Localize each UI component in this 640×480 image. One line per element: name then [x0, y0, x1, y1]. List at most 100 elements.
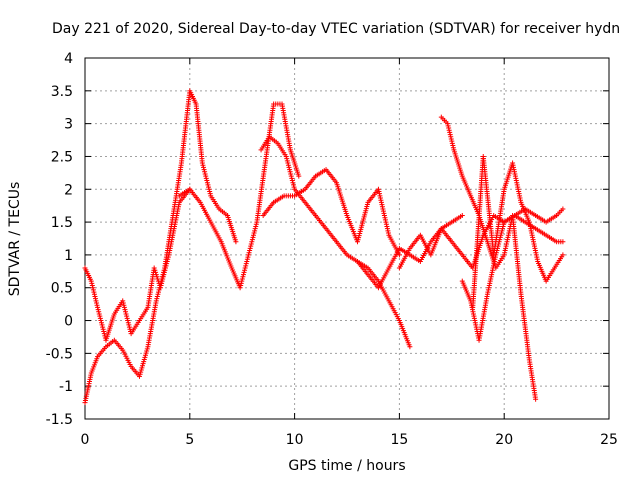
data-point-marker [162, 267, 168, 273]
data-point-marker [203, 175, 209, 181]
data-point-marker [450, 145, 456, 151]
data-point-marker [153, 269, 159, 275]
data-point-marker [244, 256, 250, 262]
data-point-marker [241, 269, 247, 275]
series-satellite-track-7 [438, 114, 539, 402]
data-point-marker [120, 300, 126, 306]
y-tick-label: 1 [64, 248, 73, 264]
data-point-marker [252, 228, 258, 234]
data-point-marker [498, 230, 504, 236]
data-point-marker [200, 164, 206, 170]
data-point-marker [289, 175, 295, 181]
data-point-marker [122, 307, 128, 313]
y-tick-label: 2 [64, 182, 73, 198]
data-point-marker [251, 230, 257, 236]
data-point-marker [290, 180, 296, 186]
data-point-marker [97, 315, 103, 321]
data-point-marker [155, 276, 161, 282]
data-point-marker [125, 318, 131, 324]
data-point-marker [252, 226, 258, 232]
data-point-marker [158, 283, 164, 289]
data-point-marker [204, 178, 210, 184]
data-point-marker [207, 191, 213, 197]
data-point-marker [286, 164, 292, 170]
data-point-marker [163, 263, 169, 269]
x-tick-label: 10 [286, 432, 304, 448]
series-satellite-track-4 [258, 134, 413, 350]
series-satellite-track-9 [459, 213, 566, 343]
data-point-marker [156, 289, 161, 295]
data-point-marker [290, 182, 296, 188]
x-tick-label: 5 [185, 432, 194, 448]
data-point-marker [91, 289, 97, 295]
data-point-marker [165, 254, 171, 260]
data-point-marker [242, 265, 248, 271]
data-point-marker [239, 278, 245, 284]
data-point-marker [450, 143, 456, 149]
data-point-marker [499, 228, 505, 234]
data-point-marker [161, 269, 167, 275]
data-point-marker [93, 298, 99, 304]
data-point-marker [153, 298, 159, 304]
data-point-marker [497, 237, 503, 243]
data-point-marker [151, 265, 157, 271]
series-satellite-track-3 [176, 101, 302, 291]
data-point-marker [160, 274, 166, 280]
data-point-marker [253, 223, 259, 229]
data-point-marker [245, 254, 251, 260]
data-point-marker [287, 167, 293, 173]
data-point-marker [245, 252, 251, 258]
y-tick-label: -0.5 [46, 346, 73, 362]
data-point-marker [447, 132, 453, 138]
grid-layer [85, 58, 609, 419]
data-point-marker [100, 326, 106, 332]
data-point-marker [205, 182, 211, 188]
data-point-marker [94, 300, 100, 306]
data-point-marker [100, 324, 106, 330]
data-point-marker [91, 291, 97, 297]
data-point-marker [233, 239, 239, 245]
data-point-marker [253, 221, 259, 227]
data-point-marker [126, 324, 132, 330]
data-point-marker [95, 304, 101, 310]
data-point-marker [445, 121, 451, 127]
y-tick-label: 1.5 [51, 215, 73, 231]
data-point-marker [448, 134, 454, 140]
data-point-marker [155, 291, 161, 297]
chart-title: Day 221 of 2020, Sidereal Day-to-day VTE… [52, 21, 620, 37]
data-point-marker [237, 285, 243, 291]
data-point-marker [495, 243, 501, 249]
data-point-marker [560, 206, 566, 212]
data-point-marker [160, 276, 166, 282]
data-point-marker [94, 302, 100, 308]
data-point-marker [202, 171, 208, 177]
data-point-marker [498, 232, 504, 238]
data-point-marker [88, 278, 94, 284]
data-point-marker [496, 241, 502, 247]
data-point-marker [284, 156, 290, 162]
data-point-marker [153, 272, 159, 278]
data-point-marker [284, 158, 290, 164]
plot-frame [84, 57, 610, 420]
data-point-marker [448, 136, 454, 142]
data-point-marker [239, 276, 245, 282]
data-point-marker [207, 188, 213, 194]
data-point-marker [296, 173, 302, 179]
x-tick-label: 0 [81, 432, 90, 448]
data-point-marker [496, 239, 502, 245]
y-tick-label: 3 [64, 117, 73, 133]
data-point-marker [560, 239, 566, 245]
data-point-marker [204, 180, 210, 186]
data-point-marker [101, 331, 107, 337]
y-tick-label: -1.5 [46, 412, 73, 428]
data-point-marker [396, 252, 402, 258]
data-point-marker [95, 307, 101, 313]
x-tick-label: 20 [495, 432, 513, 448]
data-point-marker [96, 309, 102, 315]
data-point-marker [98, 320, 104, 326]
data-point-marker [248, 241, 254, 247]
data-point-marker [238, 280, 244, 286]
data-point-marker [124, 313, 130, 319]
y-tick-label: 3.5 [51, 84, 73, 100]
